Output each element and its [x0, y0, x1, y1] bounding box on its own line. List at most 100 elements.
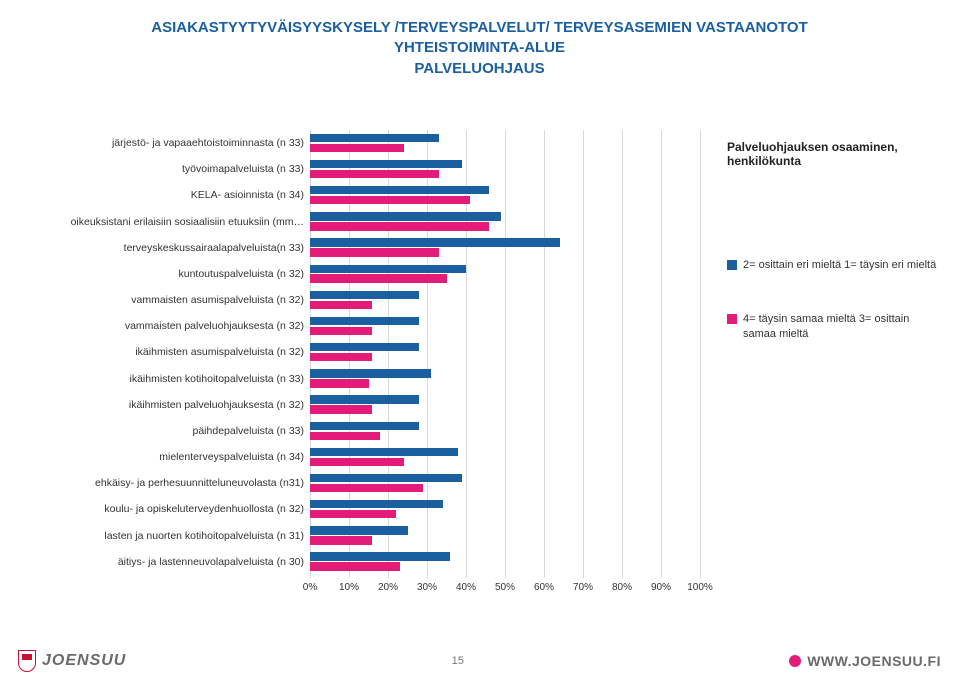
chart-row: mielenterveyspalveluista (n 34) — [40, 444, 700, 470]
chart-title-block: ASIAKASTYYTYVÄISYYSKYSELY /TERVEYSPALVEL… — [0, 0, 959, 87]
bar-track — [310, 549, 700, 575]
bar-series-b — [310, 248, 439, 256]
logo-left-text: JOENSUU — [42, 652, 126, 670]
bar-track — [310, 470, 700, 496]
chart-row: KELA- asioinnista (n 34) — [40, 182, 700, 208]
bar-series-a — [310, 265, 466, 273]
chart-row: ikäihmisten asumispalveluista (n 32) — [40, 339, 700, 365]
bar-series-a — [310, 500, 443, 508]
x-tick-label: 80% — [612, 582, 632, 593]
chart-row: päihdepalveluista (n 33) — [40, 418, 700, 444]
bar-series-a — [310, 160, 462, 168]
title-line-2: YHTEISTOIMINTA-ALUE — [40, 38, 919, 58]
legend-text: 4= täysin samaa mieltä 3= osittain samaa… — [743, 312, 937, 341]
bar-track — [310, 182, 700, 208]
x-tick-label: 100% — [687, 582, 713, 593]
legend: Palveluohjauksen osaaminen, henkilökunta… — [727, 140, 937, 381]
category-label: ikäihmisten kotihoitopalveluista (n 33) — [40, 373, 310, 385]
chart-row: ehkäisy- ja perhesuunnitteluneuvolasta (… — [40, 470, 700, 496]
bar-series-a — [310, 474, 462, 482]
chart-row: työvoimapalveluista (n 33) — [40, 156, 700, 182]
bar-series-b — [310, 536, 372, 544]
chart-row: järjestö- ja vapaaehtoistoiminnasta (n 3… — [40, 130, 700, 156]
bar-series-a — [310, 448, 458, 456]
bar-chart: järjestö- ja vapaaehtoistoiminnasta (n 3… — [40, 130, 700, 600]
bar-track — [310, 392, 700, 418]
x-tick-label: 20% — [378, 582, 398, 593]
category-label: terveyskeskussairaalapalveluista(n 33) — [40, 242, 310, 254]
bar-series-b — [310, 379, 369, 387]
category-label: KELA- asioinnista (n 34) — [40, 189, 310, 201]
chart-row: lasten ja nuorten kotihoitopalveluista (… — [40, 523, 700, 549]
bar-track — [310, 209, 700, 235]
legend-text: 2= osittain eri mieltä 1= täysin eri mie… — [743, 258, 936, 272]
legend-item: 2= osittain eri mieltä 1= täysin eri mie… — [727, 258, 937, 272]
chart-row: ikäihmisten kotihoitopalveluista (n 33) — [40, 366, 700, 392]
bar-series-b — [310, 510, 396, 518]
x-tick-label: 70% — [573, 582, 593, 593]
bar-track — [310, 444, 700, 470]
bar-track — [310, 523, 700, 549]
bar-series-b — [310, 327, 372, 335]
category-label: päihdepalveluista (n 33) — [40, 425, 310, 437]
bar-series-a — [310, 422, 419, 430]
x-tick-label: 50% — [495, 582, 515, 593]
category-label: työvoimapalveluista (n 33) — [40, 163, 310, 175]
chart-row: oikeuksistani erilaisiin sosiaalisiin et… — [40, 209, 700, 235]
x-tick-label: 0% — [303, 582, 317, 593]
category-label: kuntoutuspalveluista (n 32) — [40, 268, 310, 280]
bar-series-b — [310, 301, 372, 309]
logo-right-text: WWW.JOENSUU.FI — [807, 653, 941, 669]
shield-icon — [18, 650, 36, 672]
bar-series-b — [310, 405, 372, 413]
title-line-3: PALVELUOHJAUS — [40, 59, 919, 79]
bar-track — [310, 130, 700, 156]
x-tick-label: 10% — [339, 582, 359, 593]
bar-track — [310, 156, 700, 182]
x-tick-label: 60% — [534, 582, 554, 593]
legend-swatch — [727, 260, 737, 270]
category-label: lasten ja nuorten kotihoitopalveluista (… — [40, 530, 310, 542]
bar-series-a — [310, 291, 419, 299]
legend-swatch — [727, 314, 737, 324]
bar-series-a — [310, 317, 419, 325]
category-label: koulu- ja opiskeluterveydenhuollosta (n … — [40, 503, 310, 515]
bar-track — [310, 313, 700, 339]
logo-website: WWW.JOENSUU.FI — [789, 653, 941, 669]
chart-row: vammaisten asumispalveluista (n 32) — [40, 287, 700, 313]
category-label: järjestö- ja vapaaehtoistoiminnasta (n 3… — [40, 137, 310, 149]
category-label: ehkäisy- ja perhesuunnitteluneuvolasta (… — [40, 477, 310, 489]
logo-joensuu: JOENSUU — [18, 650, 126, 672]
chart-row: terveyskeskussairaalapalveluista(n 33) — [40, 235, 700, 261]
bar-series-a — [310, 369, 431, 377]
bar-track — [310, 366, 700, 392]
legend-title: Palveluohjauksen osaaminen, henkilökunta — [727, 140, 937, 168]
bar-series-a — [310, 552, 450, 560]
category-label: mielenterveyspalveluista (n 34) — [40, 451, 310, 463]
chart-row: koulu- ja opiskeluterveydenhuollosta (n … — [40, 496, 700, 522]
x-tick-label: 40% — [456, 582, 476, 593]
page-number: 15 — [452, 655, 464, 667]
x-axis: 0%10%20%30%40%50%60%70%80%90%100% — [310, 582, 700, 600]
category-label: äitiys- ja lastenneuvolapalveluista (n 3… — [40, 556, 310, 568]
bar-series-b — [310, 196, 470, 204]
page-footer: JOENSUU 15 WWW.JOENSUU.FI — [18, 644, 941, 678]
bar-track — [310, 235, 700, 261]
chart-row: vammaisten palveluohjauksesta (n 32) — [40, 313, 700, 339]
bar-series-b — [310, 170, 439, 178]
bar-series-a — [310, 186, 489, 194]
bar-track — [310, 287, 700, 313]
category-label: ikäihmisten asumispalveluista (n 32) — [40, 346, 310, 358]
bar-series-a — [310, 395, 419, 403]
x-tick-label: 30% — [417, 582, 437, 593]
bar-track — [310, 496, 700, 522]
bar-series-a — [310, 526, 408, 534]
bar-series-b — [310, 353, 372, 361]
title-line-1: ASIAKASTYYTYVÄISYYSKYSELY /TERVEYSPALVEL… — [40, 18, 919, 38]
bar-series-a — [310, 212, 501, 220]
chart-row: äitiys- ja lastenneuvolapalveluista (n 3… — [40, 549, 700, 575]
bar-series-a — [310, 343, 419, 351]
x-tick-label: 90% — [651, 582, 671, 593]
legend-item: 4= täysin samaa mieltä 3= osittain samaa… — [727, 312, 937, 341]
bar-track — [310, 418, 700, 444]
